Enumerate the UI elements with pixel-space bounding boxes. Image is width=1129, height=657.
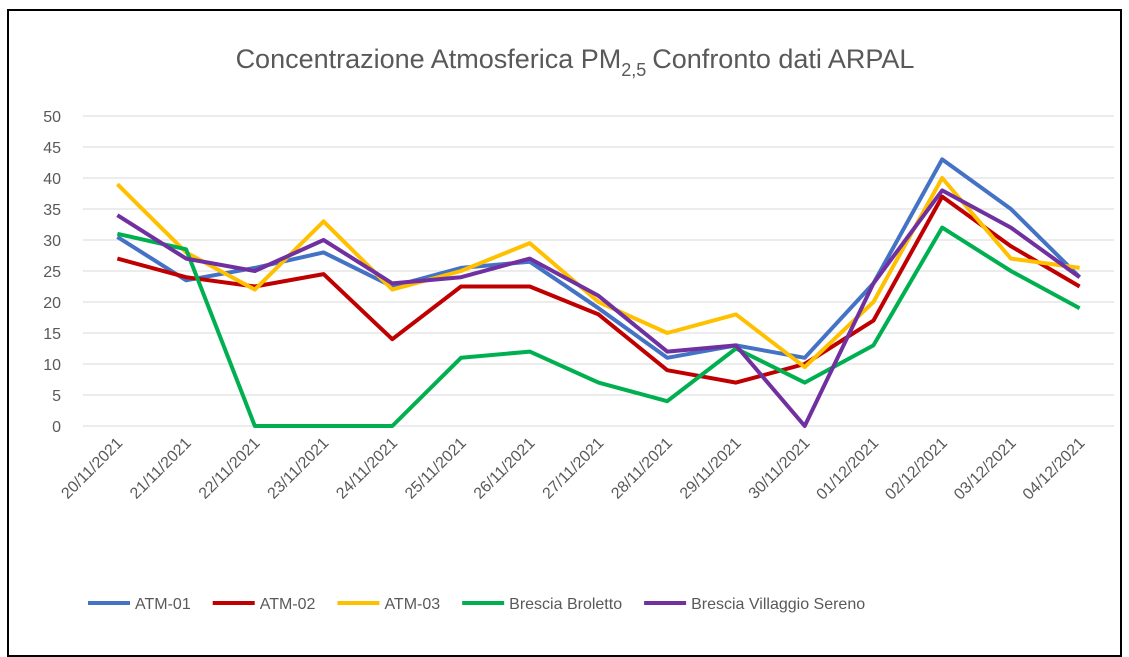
series-line [116,188,1081,428]
y-tick-label: 5 [52,388,61,405]
y-tick-label: 0 [52,419,61,436]
series-line [116,194,1081,385]
legend-label: Brescia Villaggio Sereno [691,596,865,613]
chart-title: Concentrazione Atmosferica PM2,5 Confront… [236,44,915,80]
title-main: Concentrazione Atmosferica PM [236,44,622,74]
y-tick-label: 20 [43,295,61,312]
legend-label: ATM-01 [135,596,191,613]
title-end: Confronto dati ARPAL [652,44,914,74]
y-tick-label: 30 [43,233,61,250]
y-tick-label: 45 [43,140,61,157]
legend-label: ATM-03 [384,596,440,613]
series-line [116,225,1081,428]
y-tick-label: 40 [43,171,61,188]
y-tick-label: 10 [43,357,61,374]
legend-label: ATM-02 [260,596,316,613]
y-tick-label: 15 [43,326,61,343]
title-subscript: 2,5 [621,60,646,80]
y-tick-label: 50 [43,109,61,126]
y-tick-label: 35 [43,202,61,219]
legend-label: Brescia Broletto [509,596,622,613]
y-tick-label: 25 [43,264,61,281]
